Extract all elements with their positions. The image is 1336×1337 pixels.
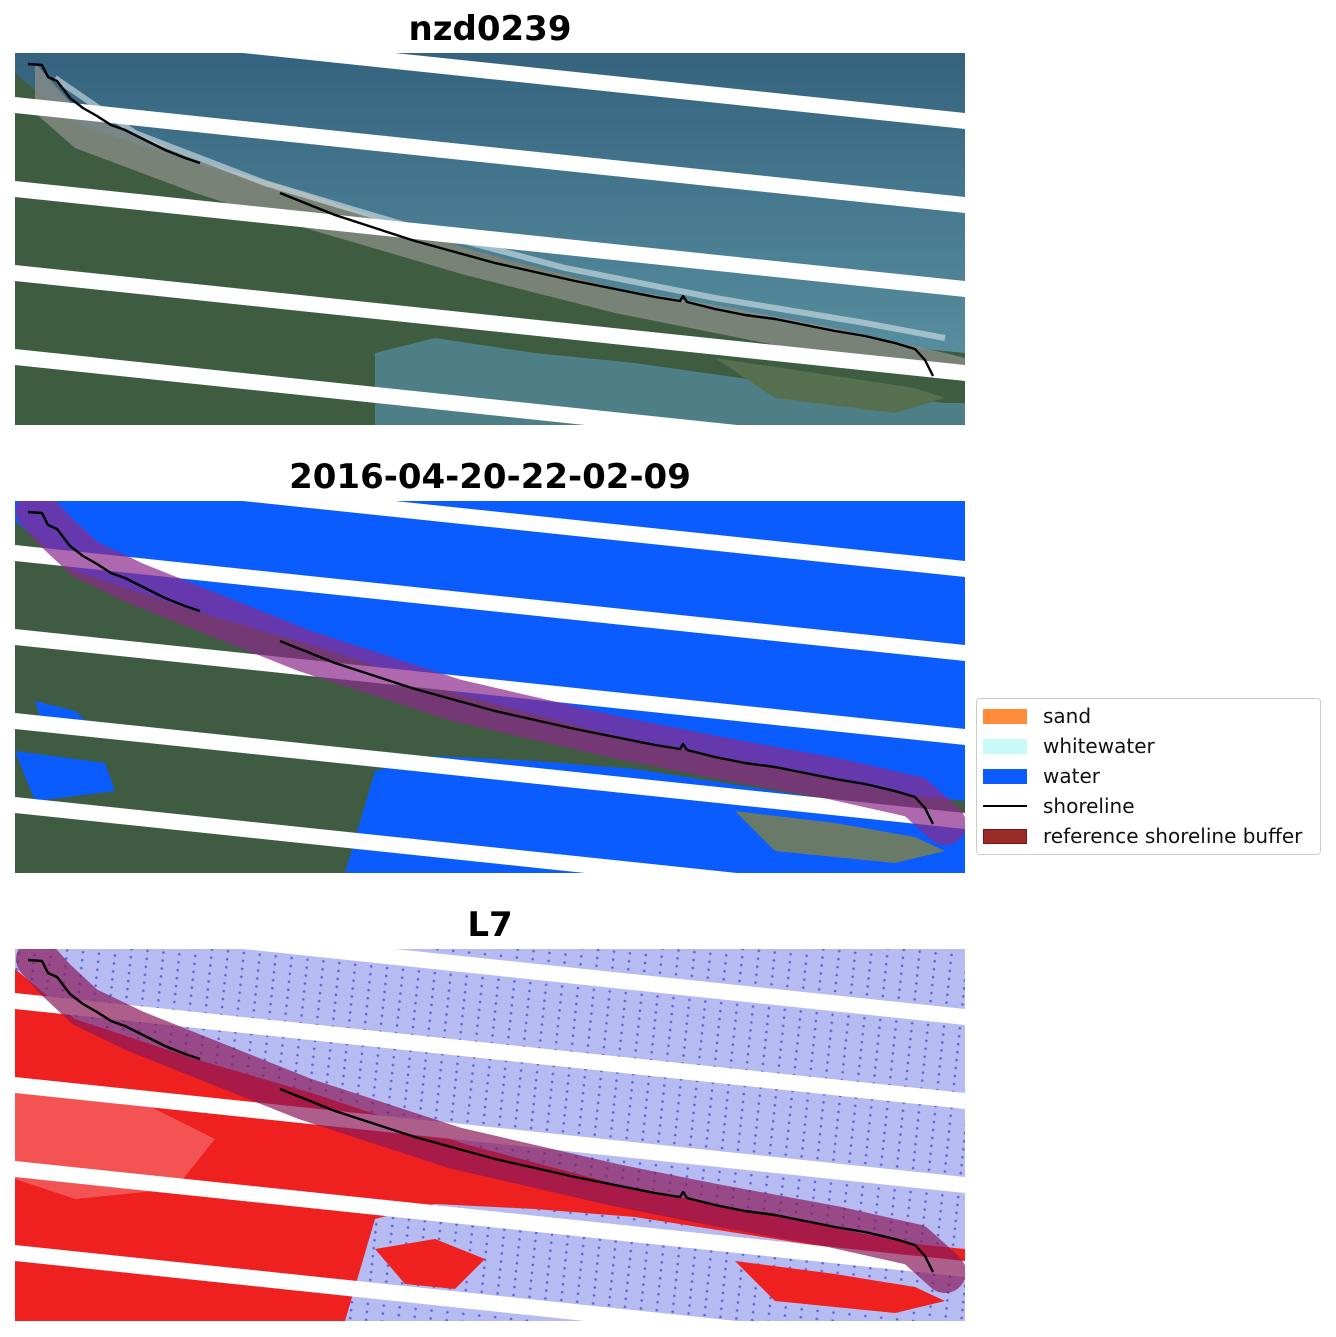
spit-index [735,1261,945,1313]
shoreline-line [27,958,935,1273]
rgb-image-panel [15,53,965,425]
panel-title-3: L7 [467,905,513,945]
panel-title-2: 2016-04-20-22-02-09 [289,457,691,497]
shoreline-line-swatch [983,805,1027,807]
legend-item-whitewater: whitewater [983,734,1155,758]
island-index [375,1239,485,1289]
spit [735,811,945,863]
legend-item-shoreline: shoreline [983,794,1135,818]
shoreline-line [27,510,935,825]
inland-water-patch [15,751,115,801]
land-index-area [15,969,965,1321]
index-image-panel [15,949,965,1321]
classified-image-panel [15,501,965,873]
panel-title-1: nzd0239 [408,9,572,49]
legend-label-shoreline: shoreline [1043,794,1135,818]
legend: sand whitewater water shoreline referenc… [976,698,1321,855]
legend-item-buffer: reference shoreline buffer [983,824,1302,848]
shoreline-line [27,62,935,377]
legend-label-buffer: reference shoreline buffer [1043,824,1303,848]
scan-line-gaps [15,53,965,425]
urban-strip [35,63,965,373]
sand-swatch [983,708,1027,724]
water-swatch [983,768,1027,784]
surf-zone [53,75,946,341]
legend-label-whitewater: whitewater [1043,734,1155,758]
legend-label-sand: sand [1043,704,1092,728]
whitewater-swatch [983,738,1027,754]
legend-item-sand: sand [983,704,1091,728]
land-area [15,521,965,873]
land-area [15,73,965,425]
legend-label-water: water [1043,764,1100,788]
legend-item-water: water [983,764,1100,788]
buffer-swatch [983,828,1027,844]
spit [715,358,945,413]
